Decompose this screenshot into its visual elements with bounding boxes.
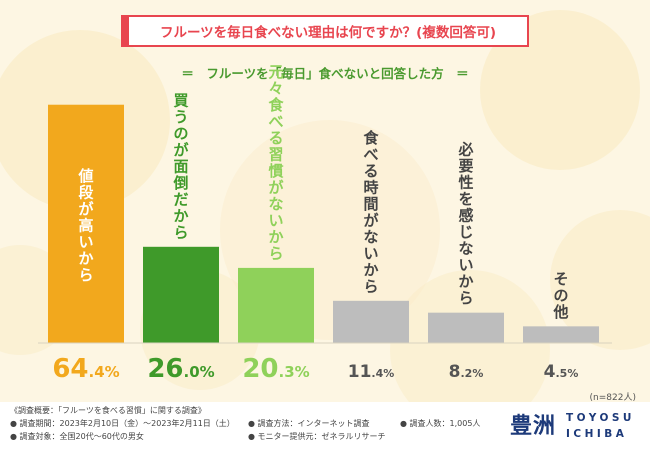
bar-5 [428, 312, 504, 343]
bar-chart: 値段が高いから 64.4% 買うのが面倒だから 26.0% 元々食べる習慣がないから 20… [38, 63, 612, 384]
survey-provider: ● モニター提供元：ゼネラルリサーチ [248, 432, 386, 441]
survey-period: ● 調査期間：2023年2月10日（金）～2023年2月11日（土） [10, 419, 235, 428]
category-label-3: 元々食べる習慣がないから [268, 63, 284, 263]
logo-line2: ICHIBA [566, 428, 628, 440]
value-label-6: 4.5% [544, 362, 579, 382]
survey-count: ● 調査人数：1,005人 [400, 419, 481, 428]
category-label-1: 値段が高いから [77, 167, 94, 284]
category-label-5: 必要性を感じないから [457, 141, 473, 308]
survey-footer [0, 402, 650, 450]
value-label-4: 11.4% [348, 362, 395, 382]
survey-overview: 《調査概要：「フルーツを食べる習慣」に関する調査》 [10, 406, 206, 415]
bar-4 [333, 300, 409, 343]
category-label-2: 買うのが面倒だから [172, 91, 189, 241]
value-label-5: 8.2% [449, 362, 484, 382]
bar-6 [523, 326, 599, 343]
chart-title-text: フルーツを毎日食べない理由は何ですか？(複数回答可) [159, 25, 497, 41]
bar-1 [48, 104, 124, 343]
bar-2 [143, 246, 219, 343]
sample-size-note: (n=822人) [589, 393, 636, 403]
value-label-1: 64.4% [52, 354, 119, 384]
survey-target: ● 調査対象：全国20代～60代の男女 [10, 432, 144, 441]
value-label-2: 26.0% [147, 354, 214, 384]
survey-method: ● 調査方法：インターネット調査 [248, 419, 370, 428]
chart-title: フルーツを毎日食べない理由は何ですか？(複数回答可) [121, 15, 529, 47]
logo-kanji: 豊洲 [510, 414, 557, 439]
chart-subtitle: ＝ フルーツを「毎日」食べないと回答した方 ＝ [181, 66, 469, 81]
bar-3 [238, 267, 314, 343]
category-label-6: その他 [552, 270, 568, 321]
logo-line1: TOYOSU [566, 412, 635, 424]
category-label-4: 食べる時間がないから [363, 129, 379, 296]
value-label-3: 20.3% [242, 354, 309, 384]
